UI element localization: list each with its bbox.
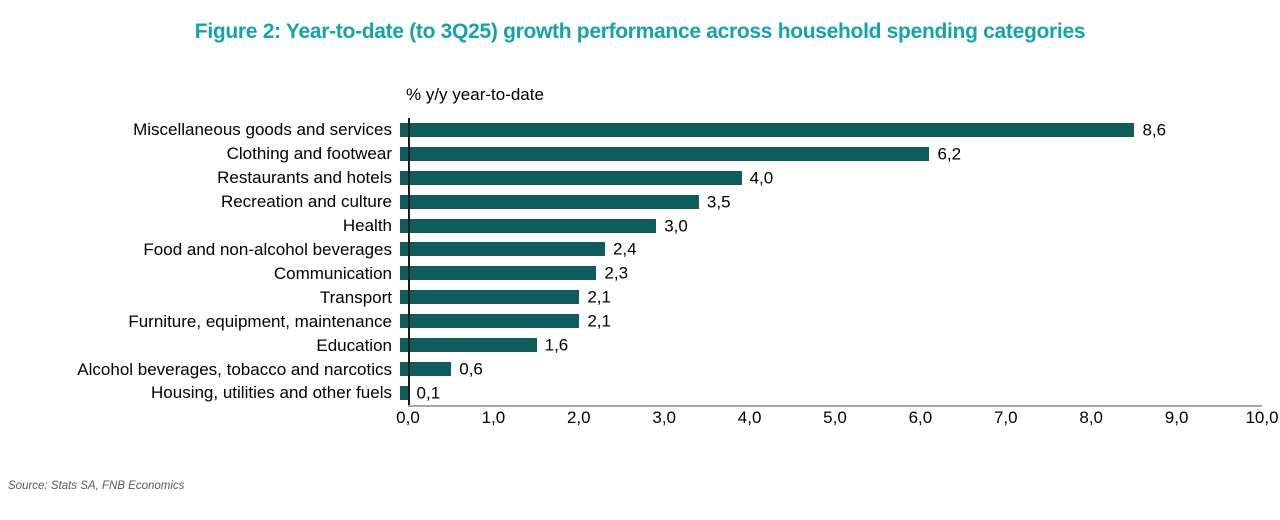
- bar-track: 1,6: [400, 333, 1254, 357]
- bar-row: Food and non-alcohol beverages 2,4: [0, 238, 1262, 262]
- value-label: 0,6: [459, 359, 483, 379]
- value-label: 1,6: [544, 335, 569, 355]
- x-tick-label: 6,0: [908, 408, 933, 427]
- value-label: 3,0: [664, 216, 688, 236]
- axis-title: % y/y year-to-date: [406, 85, 544, 104]
- x-tick-label: 1,0: [481, 408, 506, 427]
- bar: [400, 242, 605, 257]
- bar-row: Miscellaneous goods and services 8,6: [0, 118, 1262, 142]
- bar-track: 2,1: [400, 285, 1254, 309]
- x-tick-label: 4,0: [737, 408, 762, 427]
- bar: [400, 218, 657, 233]
- value-label: 4,0: [749, 168, 774, 188]
- bar-track: 3,5: [400, 190, 1254, 214]
- category-label: Recreation and culture: [220, 192, 392, 212]
- bar-row: Restaurants and hotels 4,0: [0, 166, 1262, 190]
- x-tick-label: 7,0: [993, 408, 1018, 427]
- category-label: Food and non-alcohol beverages: [143, 239, 392, 259]
- bar-row: Transport 2,1: [0, 285, 1262, 309]
- category-label: Transport: [319, 287, 392, 307]
- bar: [400, 122, 1135, 137]
- bar-row: Recreation and culture 3,5: [0, 190, 1262, 214]
- bar: [400, 290, 580, 305]
- bar-track: 2,4: [400, 238, 1254, 262]
- value-label: 3,5: [706, 192, 731, 212]
- value-label: 2,1: [587, 287, 611, 307]
- value-label: 2,1: [587, 311, 611, 331]
- category-label: Communication: [273, 263, 392, 283]
- x-tick-label: 5,0: [823, 408, 847, 427]
- bar: [400, 338, 537, 353]
- bar-track: 0,1: [400, 381, 1254, 405]
- category-label: Restaurants and hotels: [217, 168, 392, 188]
- x-axis-ticks: 0,0 1,0 2,0 3,0 4,0 5,0 6,0 7,0 8,0 9,0 10,0: [396, 408, 1278, 429]
- x-tick-label: 9,0: [1164, 408, 1189, 427]
- value-label: 2,3: [604, 263, 629, 283]
- value-label: 8,6: [1142, 120, 1167, 140]
- bar: [400, 170, 742, 185]
- category-label: Clothing and footwear: [226, 144, 392, 164]
- bar-row: Communication 2,3: [0, 261, 1262, 285]
- value-label: 0,1: [416, 383, 441, 403]
- category-label: Education: [316, 335, 392, 355]
- value-label: 2,4: [612, 239, 637, 259]
- bar: [400, 362, 452, 377]
- x-tick-label: 2,0: [566, 408, 591, 427]
- bar-track: 2,3: [400, 261, 1254, 285]
- bar-row: Furniture, equipment, maintenance 2,1: [0, 309, 1262, 333]
- x-tick-label: 10,0: [1245, 408, 1279, 427]
- bar-track: 3,0: [400, 214, 1254, 238]
- bar: [400, 146, 930, 161]
- bar-track: 4,0: [400, 166, 1254, 190]
- bar: [400, 385, 409, 400]
- bar-row: Education 1,6: [0, 333, 1262, 357]
- source-note: Source: Stats SA, FNB Economics: [8, 480, 185, 492]
- x-axis-line: [408, 405, 1262, 407]
- category-label: Housing, utilities and other fuels: [151, 383, 392, 403]
- value-label: 6,2: [937, 144, 962, 164]
- x-tick-label: 8,0: [1079, 408, 1104, 427]
- bar: [400, 194, 699, 209]
- chart-title: Figure 2: Year-to-date (to 3Q25) growth …: [194, 20, 1086, 43]
- bar: [400, 314, 580, 329]
- bar: [400, 266, 597, 281]
- x-tick-label: 0,0: [396, 408, 420, 427]
- bar-track: 6,2: [400, 142, 1254, 166]
- x-tick-label: 3,0: [652, 408, 677, 427]
- category-label: Furniture, equipment, maintenance: [128, 311, 392, 331]
- bar-track: 0,6: [400, 357, 1254, 381]
- bar-row: Clothing and footwear 6,2: [0, 142, 1262, 166]
- bar-track: 8,6: [400, 118, 1254, 142]
- bar-track: 2,1: [400, 309, 1254, 333]
- category-label: Alcohol beverages, tobacco and narcotics: [77, 359, 392, 379]
- category-label: Miscellaneous goods and services: [133, 120, 392, 140]
- bar-row: Health 3,0: [0, 214, 1262, 238]
- category-label: Health: [342, 216, 392, 236]
- bar-chart: Miscellaneous goods and services 8,6 Cloth…: [0, 118, 1262, 405]
- bar-row: Housing, utilities and other fuels 0,1: [0, 381, 1262, 405]
- bar-row: Alcohol beverages, tobacco and narcotics…: [0, 357, 1262, 381]
- y-axis-line: [408, 118, 410, 406]
